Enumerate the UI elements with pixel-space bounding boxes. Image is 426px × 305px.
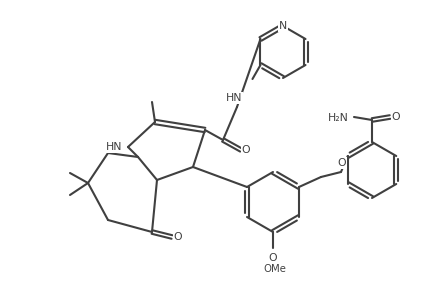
Text: O: O bbox=[391, 112, 400, 122]
Text: O: O bbox=[242, 145, 250, 155]
Text: O: O bbox=[338, 158, 346, 168]
Text: H₂N: H₂N bbox=[328, 113, 348, 123]
Text: O: O bbox=[269, 253, 277, 263]
Text: HN: HN bbox=[106, 142, 122, 152]
Text: OMe: OMe bbox=[264, 264, 286, 274]
Text: N: N bbox=[279, 21, 287, 31]
Text: O: O bbox=[174, 232, 182, 242]
Text: HN: HN bbox=[226, 93, 242, 103]
